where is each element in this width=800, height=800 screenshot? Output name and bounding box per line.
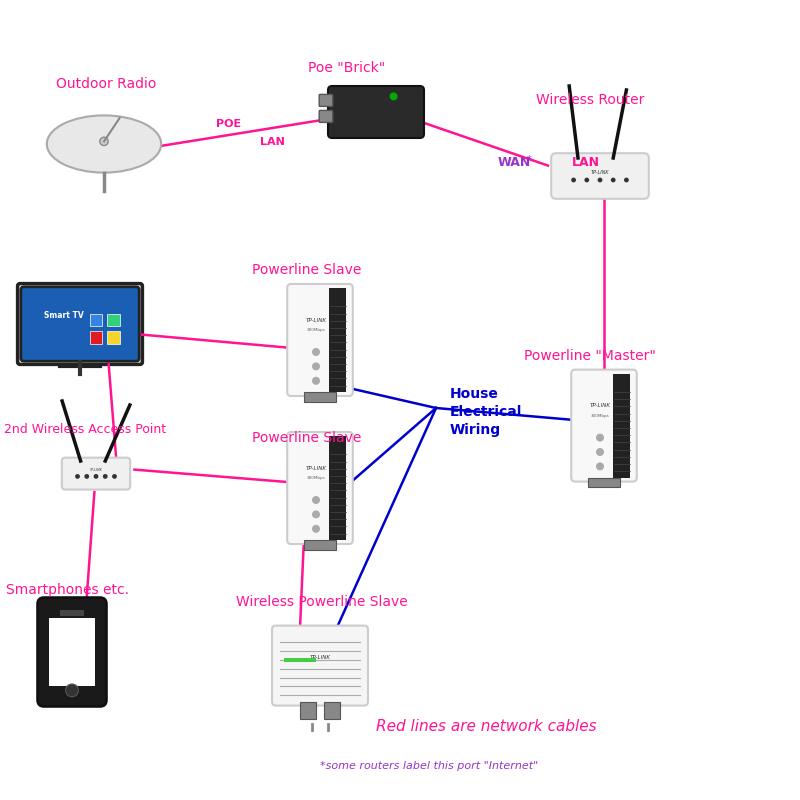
Text: *some routers label this port "Internet": *some routers label this port "Internet" [320,762,538,771]
FancyBboxPatch shape [551,154,649,198]
FancyBboxPatch shape [319,110,333,122]
FancyBboxPatch shape [287,432,353,544]
Circle shape [100,138,108,146]
Circle shape [611,178,615,182]
Text: Smart TV: Smart TV [44,311,84,321]
Text: TP-LINK: TP-LINK [310,655,330,660]
Circle shape [312,510,320,518]
Circle shape [66,684,78,697]
Text: POE: POE [216,119,241,129]
Text: Wireless Router: Wireless Router [536,93,644,107]
Bar [300,702,316,719]
Text: Outdoor Radio: Outdoor Radio [56,77,156,91]
FancyBboxPatch shape [62,458,130,490]
Circle shape [312,496,320,504]
Bar [588,478,620,487]
Circle shape [112,474,117,478]
Bar [324,702,340,719]
Circle shape [624,178,629,182]
Circle shape [598,178,602,182]
FancyBboxPatch shape [319,94,333,106]
Text: TP-LINK: TP-LINK [90,467,102,472]
Circle shape [571,178,576,182]
Bar [60,610,84,616]
Text: TP-LINK: TP-LINK [306,318,326,322]
FancyBboxPatch shape [38,598,106,706]
Text: TP-LINK: TP-LINK [590,403,610,408]
Bar [304,540,336,550]
Text: LAN: LAN [572,156,600,169]
Text: 300Mbps: 300Mbps [306,476,326,480]
Bar [107,314,120,326]
Bar [90,314,102,326]
Bar [613,374,630,478]
Circle shape [103,474,108,478]
Text: Poe "Brick": Poe "Brick" [308,61,386,75]
Text: House
Electrical
Wiring: House Electrical Wiring [450,386,522,438]
Circle shape [84,474,89,478]
Circle shape [94,474,98,478]
Bar [329,436,346,540]
Bar [49,618,95,686]
Text: Powerline "Master": Powerline "Master" [524,349,656,363]
FancyBboxPatch shape [571,370,637,482]
Text: Powerline Slave: Powerline Slave [252,431,362,446]
Circle shape [312,348,320,356]
Text: Red lines are network cables: Red lines are network cables [376,719,597,734]
Circle shape [312,525,320,533]
Bar [90,331,102,344]
Bar [329,288,346,392]
Text: *: * [527,155,532,165]
FancyBboxPatch shape [287,284,353,396]
Bar [284,658,316,662]
Circle shape [312,362,320,370]
Bar [107,331,120,344]
Bar [304,392,336,402]
Text: 300Mbps: 300Mbps [590,414,610,418]
Text: WAN: WAN [498,156,531,169]
Circle shape [596,434,604,442]
Text: Powerline Slave: Powerline Slave [252,263,362,278]
FancyBboxPatch shape [328,86,424,138]
Text: LAN: LAN [260,138,285,147]
Text: TP-LINK: TP-LINK [590,170,610,174]
Text: TP-LINK: TP-LINK [306,466,326,470]
Circle shape [312,377,320,385]
Circle shape [390,93,398,101]
Circle shape [584,178,589,182]
Ellipse shape [46,115,161,173]
FancyBboxPatch shape [272,626,368,706]
Text: Wireless Powerline Slave: Wireless Powerline Slave [236,594,408,609]
Text: 2nd Wireless Access Point: 2nd Wireless Access Point [4,423,166,436]
Circle shape [75,474,80,478]
Circle shape [596,448,604,456]
Text: 300Mbps: 300Mbps [306,328,326,333]
FancyBboxPatch shape [21,287,139,362]
Text: Smartphones etc.: Smartphones etc. [6,583,130,598]
Circle shape [596,462,604,470]
